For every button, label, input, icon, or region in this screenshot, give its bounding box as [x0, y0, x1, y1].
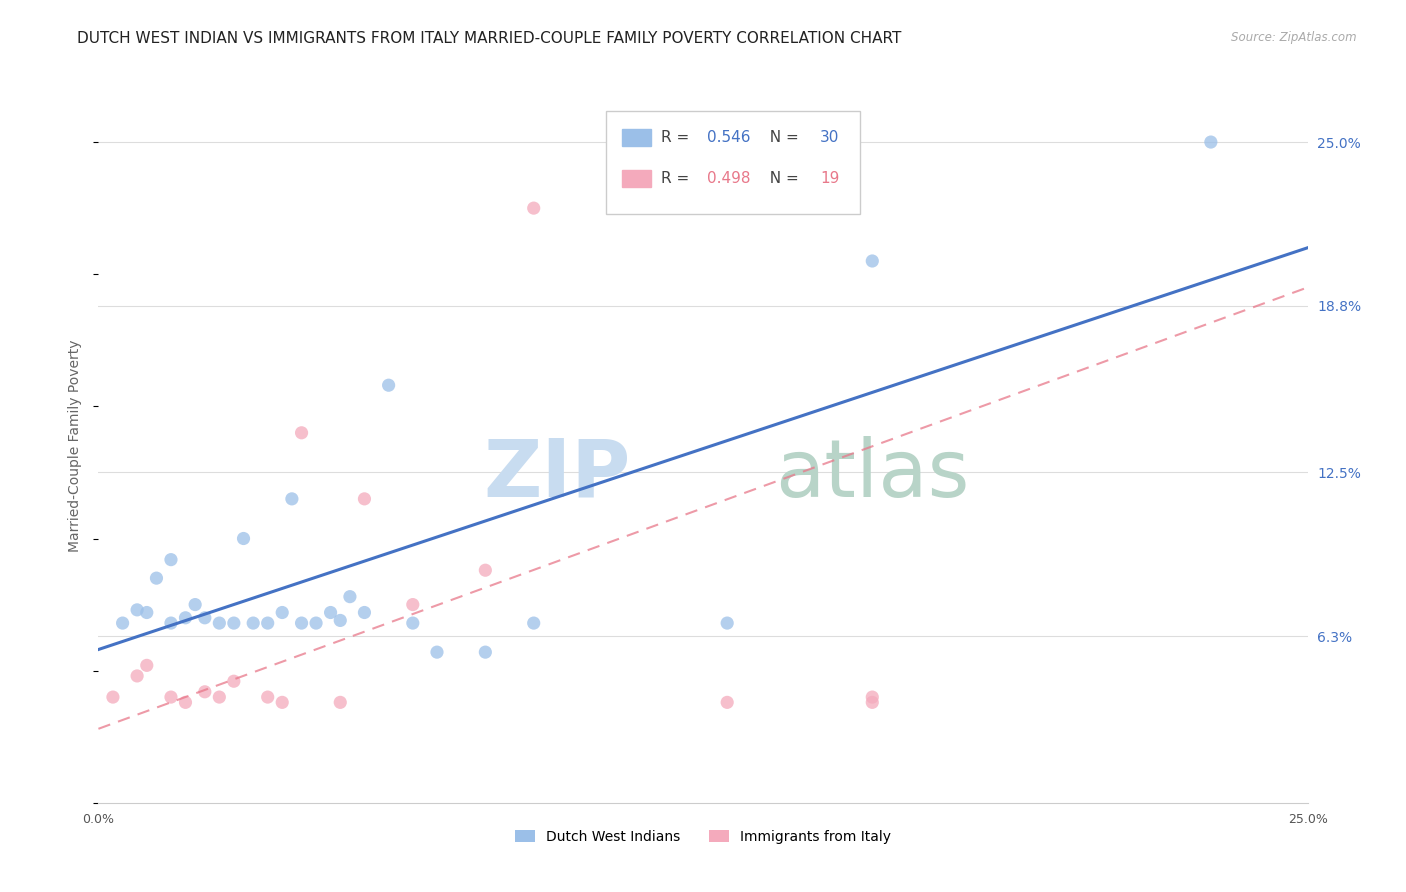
Point: [194, 685, 217, 699]
Point: [402, 598, 425, 612]
Text: 30: 30: [820, 130, 839, 145]
Point: [377, 378, 399, 392]
Point: [523, 201, 546, 215]
Point: [860, 690, 883, 704]
Point: [208, 690, 231, 704]
Point: [208, 616, 231, 631]
Text: N =: N =: [759, 130, 803, 145]
FancyBboxPatch shape: [606, 111, 860, 214]
Text: 0.498: 0.498: [707, 171, 751, 186]
Point: [716, 616, 738, 631]
Point: [135, 606, 157, 620]
Bar: [621, 169, 651, 187]
Point: [353, 606, 375, 620]
Point: [160, 690, 183, 704]
Point: [860, 254, 883, 268]
Bar: [621, 129, 651, 146]
Point: [474, 645, 496, 659]
Point: [426, 645, 449, 659]
Point: [305, 616, 328, 631]
Y-axis label: Married-Couple Family Poverty: Married-Couple Family Poverty: [69, 340, 83, 552]
Point: [222, 616, 245, 631]
Legend: Dutch West Indians, Immigrants from Italy: Dutch West Indians, Immigrants from Ital…: [509, 824, 897, 849]
Point: [101, 690, 124, 704]
Text: 0.546: 0.546: [707, 130, 751, 145]
Point: [271, 606, 294, 620]
Point: [160, 616, 183, 631]
Text: atlas: atlas: [776, 435, 970, 514]
Point: [329, 695, 352, 709]
Point: [271, 695, 294, 709]
Point: [290, 616, 312, 631]
Point: [256, 690, 278, 704]
Point: [474, 563, 496, 577]
Text: ZIP: ZIP: [484, 435, 630, 514]
Point: [716, 695, 738, 709]
Point: [111, 616, 134, 631]
Point: [127, 603, 149, 617]
Text: DUTCH WEST INDIAN VS IMMIGRANTS FROM ITALY MARRIED-COUPLE FAMILY POVERTY CORRELA: DUTCH WEST INDIAN VS IMMIGRANTS FROM ITA…: [77, 31, 901, 46]
Point: [319, 606, 342, 620]
Text: Source: ZipAtlas.com: Source: ZipAtlas.com: [1232, 31, 1357, 45]
Point: [184, 598, 207, 612]
Point: [194, 611, 217, 625]
Point: [145, 571, 167, 585]
Point: [232, 532, 254, 546]
Text: 19: 19: [820, 171, 839, 186]
Point: [353, 491, 375, 506]
Point: [174, 611, 197, 625]
Point: [135, 658, 157, 673]
Text: R =: R =: [661, 171, 693, 186]
Point: [222, 674, 245, 689]
Point: [1199, 135, 1222, 149]
Point: [242, 616, 264, 631]
Text: N =: N =: [759, 171, 803, 186]
Point: [523, 616, 546, 631]
Point: [281, 491, 304, 506]
Point: [329, 614, 352, 628]
Point: [290, 425, 312, 440]
Point: [127, 669, 149, 683]
Text: R =: R =: [661, 130, 693, 145]
Point: [256, 616, 278, 631]
Point: [339, 590, 361, 604]
Point: [160, 552, 183, 566]
Point: [860, 695, 883, 709]
Point: [402, 616, 425, 631]
Point: [174, 695, 197, 709]
